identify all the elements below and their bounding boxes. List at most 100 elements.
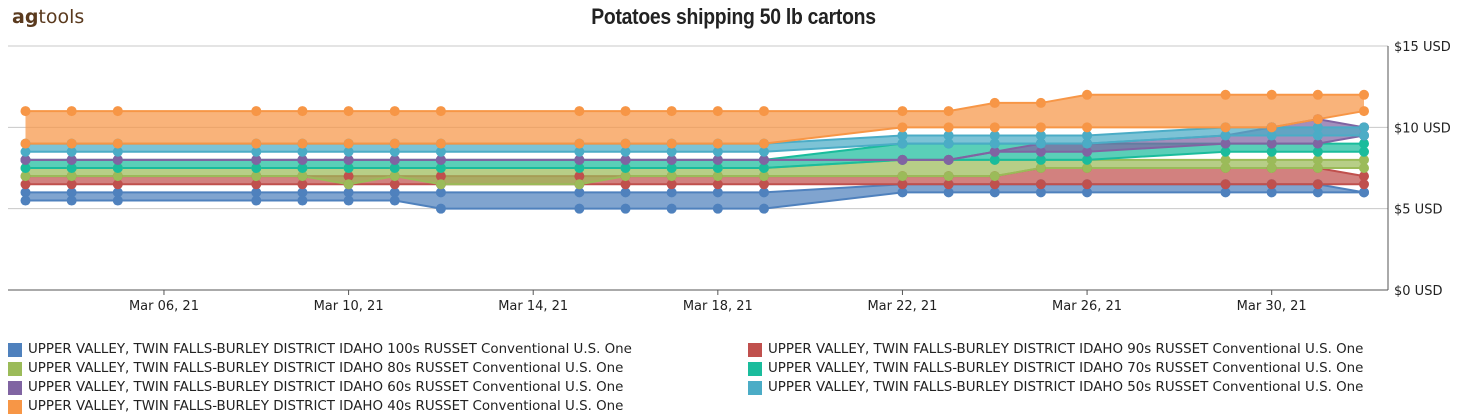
legend-item[interactable]: UPPER VALLEY, TWIN FALLS-BURLEY DISTRICT… (748, 361, 1363, 376)
data-point (1359, 130, 1369, 141)
data-point (620, 187, 631, 198)
data-point (1220, 187, 1231, 198)
data-point (343, 171, 354, 182)
data-point (989, 138, 1000, 149)
data-point (758, 171, 769, 182)
data-point (666, 106, 677, 117)
data-point (1312, 163, 1323, 173)
data-point (1359, 179, 1369, 190)
data-point (574, 163, 585, 173)
legend-row: UPPER VALLEY, TWIN FALLS-BURLEY DISTRICT… (8, 378, 1467, 397)
data-point (297, 106, 308, 117)
data-point (251, 154, 262, 165)
legend-swatch (748, 361, 762, 376)
data-point (1359, 171, 1369, 182)
data-point (251, 138, 262, 149)
x-tick-label: Mar 06, 21 (129, 299, 199, 314)
data-point (1220, 130, 1231, 141)
data-point (435, 138, 446, 149)
data-point (1266, 89, 1277, 100)
legend-swatch (8, 380, 22, 395)
data-point (1312, 179, 1323, 190)
data-point (943, 154, 954, 165)
data-point (989, 146, 1000, 157)
data-point (712, 138, 723, 149)
data-point (666, 179, 677, 190)
data-point (435, 187, 446, 198)
legend-item[interactable]: UPPER VALLEY, TWIN FALLS-BURLEY DISTRICT… (8, 342, 748, 357)
y-tick-label: $5 USD (1394, 203, 1442, 218)
data-point (574, 154, 585, 165)
legend-label: UPPER VALLEY, TWIN FALLS-BURLEY DISTRICT… (28, 380, 624, 395)
series-points (20, 89, 1369, 214)
data-point (1220, 154, 1231, 165)
data-point (943, 106, 954, 117)
data-point (943, 179, 954, 190)
data-point (251, 163, 262, 173)
data-point (758, 163, 769, 173)
legend-swatch (748, 342, 762, 357)
data-point (943, 187, 954, 198)
series-band-6 (25, 94, 1364, 144)
x-tick-label: Mar 30, 21 (1237, 299, 1307, 314)
data-point (435, 106, 446, 117)
potato-price-chart: $0 USD $5 USD $10 USD $15 USD Mar 06, 21 Mar … (8, 40, 1451, 314)
legend-row: UPPER VALLEY, TWIN FALLS-BURLEY DISTRICT… (8, 397, 1467, 416)
y-tick-label: $15 USD (1394, 40, 1451, 55)
data-point (1312, 114, 1323, 125)
series-band-5 (25, 127, 1364, 152)
data-point (20, 195, 31, 206)
data-point (666, 146, 677, 157)
data-point (20, 154, 31, 165)
data-point (758, 187, 769, 198)
data-point (666, 187, 677, 198)
legend-item[interactable]: UPPER VALLEY, TWIN FALLS-BURLEY DISTRICT… (748, 380, 1363, 395)
data-point (1035, 179, 1046, 190)
data-point (297, 146, 308, 157)
data-point (1082, 163, 1093, 173)
agtools-logo: agtools (12, 6, 85, 28)
data-point (389, 106, 400, 117)
legend-item[interactable]: UPPER VALLEY, TWIN FALLS-BURLEY DISTRICT… (8, 380, 748, 395)
data-point (574, 187, 585, 198)
data-point (1220, 89, 1231, 100)
series-line-high-6 (25, 93, 1364, 113)
data-point (435, 146, 446, 157)
data-point (389, 154, 400, 165)
data-point (343, 154, 354, 165)
data-point (1266, 179, 1277, 190)
data-point (620, 171, 631, 182)
data-point (66, 195, 77, 206)
legend-item[interactable]: UPPER VALLEY, TWIN FALLS-BURLEY DISTRICT… (8, 399, 748, 414)
data-point (1266, 130, 1277, 141)
data-point (1312, 122, 1323, 133)
data-point (1035, 122, 1046, 133)
data-point (389, 195, 400, 206)
data-point (20, 179, 31, 190)
data-point (897, 187, 908, 198)
series-band-0 (25, 184, 1364, 209)
data-point (1082, 130, 1093, 141)
legend-swatch (748, 380, 762, 395)
data-point (574, 106, 585, 117)
data-point (1035, 187, 1046, 198)
axes: $0 USD $5 USD $10 USD $15 USD Mar 06, 21 Mar … (129, 40, 1451, 314)
legend-item[interactable]: UPPER VALLEY, TWIN FALLS-BURLEY DISTRICT… (8, 361, 748, 376)
data-point (435, 163, 446, 173)
data-point (343, 179, 354, 190)
data-point (620, 138, 631, 149)
series-line-low-6 (25, 110, 1365, 145)
data-point (897, 154, 908, 165)
data-point (389, 179, 400, 190)
data-point (666, 154, 677, 165)
data-point (666, 203, 677, 214)
legend-item[interactable]: UPPER VALLEY, TWIN FALLS-BURLEY DISTRICT… (748, 342, 1363, 357)
data-point (897, 130, 908, 141)
data-point (1220, 122, 1231, 133)
data-point (943, 130, 954, 141)
data-point (943, 122, 954, 133)
data-point (1220, 138, 1231, 149)
legend-label: UPPER VALLEY, TWIN FALLS-BURLEY DISTRICT… (768, 361, 1364, 376)
series-line-low-3 (25, 150, 1364, 169)
data-point (989, 97, 1000, 108)
